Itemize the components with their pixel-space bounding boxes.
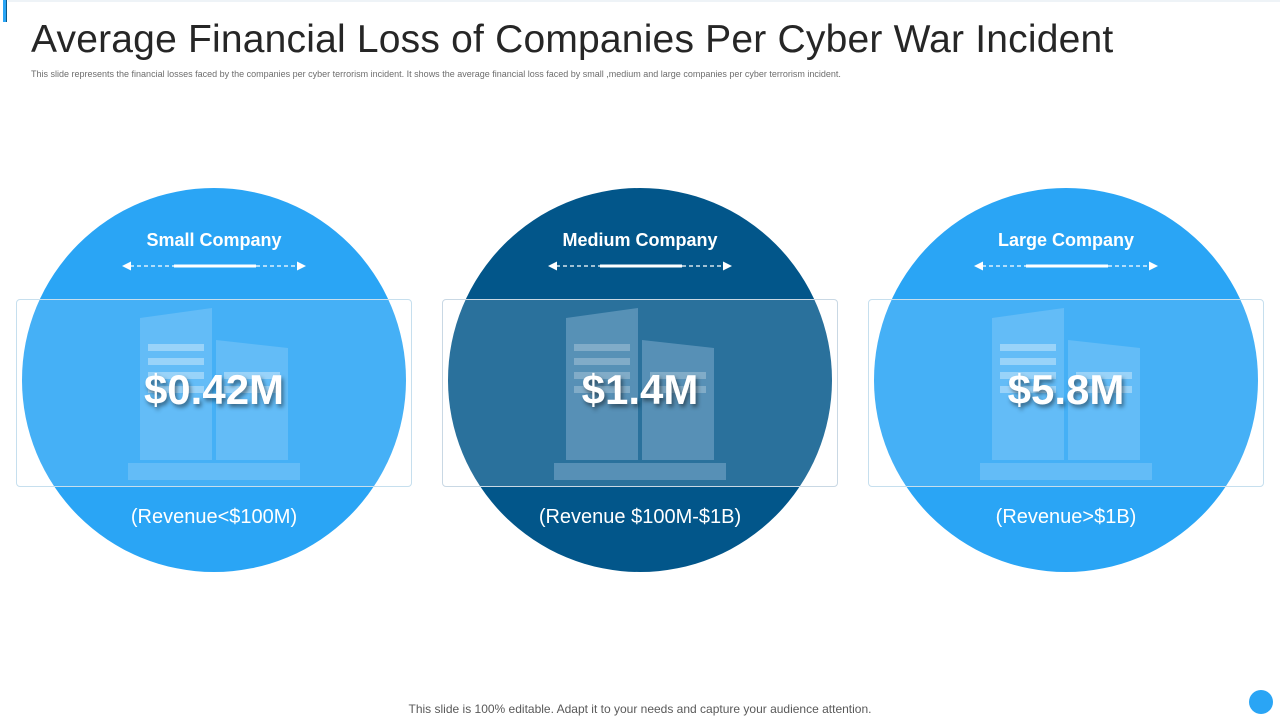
loss-value: $0.42M xyxy=(143,366,285,413)
corner-dot xyxy=(1249,690,1273,714)
double-arrow-icon xyxy=(974,261,1158,271)
slide-subtitle: This slide represents the financial loss… xyxy=(31,69,841,79)
company-card-large: Large Company $5.8M (Revenue>$1B) xyxy=(868,188,1264,572)
double-arrow-icon xyxy=(122,261,306,271)
card-circle xyxy=(22,188,406,572)
double-arrow-icon xyxy=(548,261,732,271)
card-circle xyxy=(874,188,1258,572)
footer-note: This slide is 100% editable. Adapt it to… xyxy=(408,702,872,716)
value-band xyxy=(16,299,412,487)
company-label: Medium Company xyxy=(562,230,718,250)
loss-value: $5.8M xyxy=(1007,366,1125,413)
revenue-range: (Revenue $100M-$1B) xyxy=(538,506,742,528)
slide-title: Average Financial Loss of Companies Per … xyxy=(31,18,1114,61)
card-circle xyxy=(448,188,832,572)
company-card-medium: Medium Company $1.4M (Revenue $100M-$1B) xyxy=(442,188,838,572)
company-label: Small Company xyxy=(146,230,282,250)
revenue-range: (Revenue>$1B) xyxy=(995,506,1137,528)
building-icon xyxy=(554,308,726,480)
accent-bar xyxy=(3,0,7,22)
top-divider xyxy=(8,0,1280,2)
value-band xyxy=(442,299,838,487)
company-label: Large Company xyxy=(997,230,1135,250)
company-card-small: Small Company $0.42M (Revenue<$100M) xyxy=(16,188,412,572)
building-icon xyxy=(980,308,1152,480)
revenue-range: (Revenue<$100M) xyxy=(130,506,298,528)
value-band xyxy=(868,299,1264,487)
building-icon xyxy=(128,308,300,480)
loss-value: $1.4M xyxy=(581,366,699,413)
